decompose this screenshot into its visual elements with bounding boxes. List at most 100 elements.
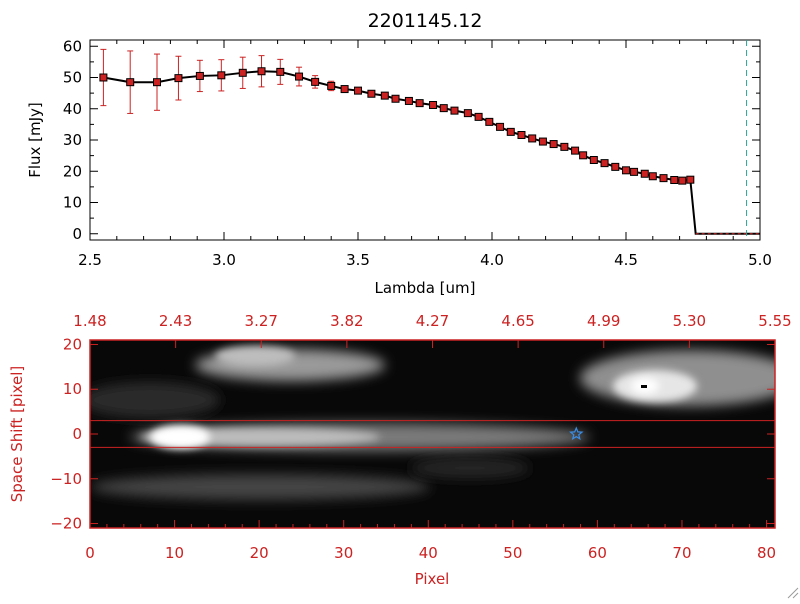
spectrum-point bbox=[126, 78, 135, 87]
image-y-tick-label: 10 bbox=[63, 380, 82, 398]
spectrum-y-ticks: 0 10 20 30 40 50 60 bbox=[63, 37, 760, 243]
spectrum-point bbox=[238, 68, 247, 77]
spectrum-y-tick-label: 20 bbox=[63, 162, 82, 180]
spectrum-point bbox=[217, 71, 226, 80]
spectrum-point bbox=[630, 167, 639, 176]
spectrum-point bbox=[496, 122, 505, 131]
spectrum-point bbox=[404, 96, 413, 105]
image-plot: 0 10 20 30 40 50 60 70 80 −20 −10 0 10 20 1.48 2.43 3.… bbox=[50, 312, 792, 562]
spectrum-point bbox=[528, 134, 537, 143]
spectrum-point bbox=[600, 159, 609, 168]
spectrum-point bbox=[311, 77, 320, 86]
spectrum-plot: 2.5 3.0 3.5 4.0 4.5 5.0 0 10 20 30 40 50 60 bbox=[63, 37, 772, 269]
spectrum-point bbox=[622, 166, 630, 175]
spectrum-point bbox=[485, 117, 494, 126]
spectrum-point bbox=[648, 172, 657, 181]
spectrum-y-tick-label: 10 bbox=[63, 194, 82, 212]
image-trace-peak bbox=[150, 425, 210, 449]
image-blob-diffuse-mid bbox=[410, 458, 530, 478]
spectrum-x-tick-label: 4.0 bbox=[480, 251, 504, 269]
image-x-tick-label: 50 bbox=[503, 544, 522, 562]
spectrum-point bbox=[579, 151, 588, 160]
spectrum-point bbox=[340, 85, 349, 94]
spectrum-series bbox=[99, 48, 760, 235]
spectrum-point bbox=[670, 176, 679, 184]
spectrum-x-ticks: 2.5 3.0 3.5 4.0 4.5 5.0 bbox=[78, 40, 772, 269]
image-y-ticks: −20 −10 0 10 20 bbox=[50, 335, 775, 533]
image-x-tick-label: 70 bbox=[672, 544, 691, 562]
spectrum-y-tick-label: 60 bbox=[63, 37, 82, 55]
spectrum-point bbox=[174, 74, 183, 83]
image-y-label: Space Shift [pixel] bbox=[8, 366, 26, 503]
spectrum-point bbox=[391, 94, 400, 103]
image-x-ticks: 0 10 20 30 40 50 60 70 80 bbox=[85, 520, 776, 562]
spectrum-point bbox=[429, 101, 438, 109]
image-x-tick-label: 20 bbox=[250, 544, 269, 562]
spectrum-point bbox=[367, 89, 376, 98]
image-top-tick-label: 5.30 bbox=[673, 312, 706, 330]
spectrum-x-tick-label: 5.0 bbox=[748, 251, 772, 269]
spectrum-point bbox=[195, 71, 204, 80]
spectrum-x-tick-label: 3.0 bbox=[212, 251, 236, 269]
image-x-tick-label: 30 bbox=[334, 544, 353, 562]
image-x-tick-label: 60 bbox=[588, 544, 607, 562]
spectrum-point bbox=[463, 109, 472, 118]
spectrum-point bbox=[354, 86, 362, 95]
spectrum-y-tick-label: 30 bbox=[63, 131, 82, 149]
spectrum-point bbox=[589, 156, 598, 164]
image-top-tick-label: 1.48 bbox=[73, 312, 106, 330]
spectrum-y-tick-label: 50 bbox=[63, 69, 82, 87]
spectrum-point bbox=[380, 91, 389, 100]
image-top-ticks: 1.48 2.43 3.27 3.82 4.27 4.65 4.99 5.30 5.55 bbox=[73, 312, 792, 348]
spectrum-point bbox=[538, 137, 547, 146]
spectrum-point bbox=[506, 127, 515, 136]
image-top-tick-label: 3.82 bbox=[330, 312, 363, 330]
image-x-tick-label: 40 bbox=[419, 544, 438, 562]
spectrum-y-tick-label: 40 bbox=[63, 100, 82, 118]
image-blob-diffuse-left bbox=[90, 382, 220, 418]
spectrum-point bbox=[686, 175, 695, 184]
spectrum-point bbox=[549, 140, 558, 149]
spectrum-plot-frame bbox=[89, 39, 761, 241]
image-hot-pixel bbox=[641, 385, 647, 388]
image-blob-upper-left-core bbox=[215, 346, 295, 366]
spectrum-point bbox=[295, 72, 304, 81]
image-y-tick-label: 20 bbox=[63, 335, 82, 353]
spectrum-line bbox=[103, 70, 760, 235]
image-y-tick-label: −20 bbox=[50, 515, 82, 533]
spectrum-point bbox=[450, 106, 459, 115]
spectrum-x-tick-label: 4.5 bbox=[614, 251, 638, 269]
image-top-tick-label: 5.55 bbox=[758, 312, 791, 330]
spectrum-x-label: Lambda [um] bbox=[375, 279, 476, 297]
spectrum-point bbox=[153, 78, 161, 87]
spectrum-point bbox=[99, 73, 108, 82]
spectrum-point bbox=[327, 81, 336, 90]
chart-title: 2201145.12 bbox=[368, 10, 483, 32]
resize-grip-icon[interactable] bbox=[787, 587, 799, 599]
spectrum-y-tick-label: 0 bbox=[72, 225, 82, 243]
spectrum-point bbox=[276, 67, 285, 76]
image-top-tick-label: 3.27 bbox=[245, 312, 278, 330]
spectrum-point bbox=[257, 67, 266, 76]
image-top-tick-label: 4.65 bbox=[501, 312, 534, 330]
image-top-tick-label: 2.43 bbox=[159, 312, 192, 330]
spectrum-point bbox=[439, 104, 448, 113]
spectrum-point bbox=[415, 99, 424, 108]
image-x-tick-label: 10 bbox=[165, 544, 184, 562]
spectrum-point bbox=[678, 176, 687, 185]
image-x-tick-label: 80 bbox=[757, 544, 776, 562]
spectrum-point bbox=[474, 112, 483, 121]
spectrum-point bbox=[560, 142, 569, 151]
image-top-tick-label: 4.27 bbox=[416, 312, 449, 330]
spectrum-point bbox=[571, 146, 580, 155]
spectrum-x-tick-label: 2.5 bbox=[78, 251, 102, 269]
image-y-tick-label: −10 bbox=[50, 470, 82, 488]
image-blob-lower-band bbox=[90, 474, 430, 500]
image-x-tick-label: 0 bbox=[85, 544, 95, 562]
spectrum-point bbox=[517, 131, 526, 139]
spectrum-x-tick-label: 3.5 bbox=[346, 251, 370, 269]
star-icon bbox=[568, 426, 584, 441]
spectrum-point bbox=[611, 162, 620, 171]
